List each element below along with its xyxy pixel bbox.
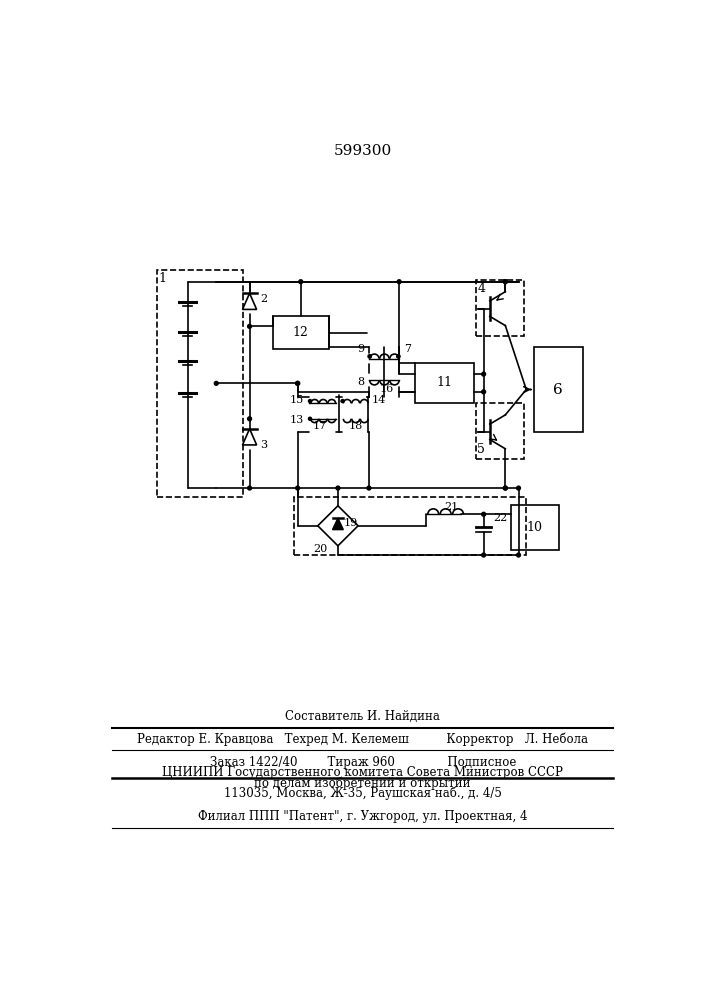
Circle shape [247,324,252,328]
Text: 5: 5 [477,443,485,456]
Circle shape [308,400,312,403]
Text: 16: 16 [380,384,394,394]
Bar [534,347,583,432]
Bar [416,363,474,403]
Text: 1: 1 [158,272,166,285]
Circle shape [214,381,218,385]
Circle shape [481,372,486,376]
Text: 599300: 599300 [334,144,392,158]
Circle shape [308,417,312,420]
Bar [293,497,526,555]
Circle shape [397,280,401,284]
Text: Филиал ППП "Патент", г. Ужгород, ул. Проектная, 4: Филиал ППП "Патент", г. Ужгород, ул. Про… [198,810,527,823]
Text: 13: 13 [290,415,304,425]
Circle shape [367,486,371,490]
Circle shape [368,355,371,358]
Text: 15: 15 [290,395,304,405]
Text: 3: 3 [260,440,267,450]
Circle shape [296,486,300,490]
Text: 17: 17 [312,421,327,431]
Circle shape [503,280,507,284]
Text: 2: 2 [260,294,267,304]
Circle shape [341,400,344,403]
Bar [476,280,524,336]
Circle shape [517,553,520,557]
Bar [156,270,243,497]
Text: 22: 22 [493,513,507,523]
Circle shape [296,381,300,385]
Polygon shape [332,518,344,530]
Bar [510,505,559,550]
Circle shape [481,512,486,516]
Text: Заказ 1422/40        Тираж 960              Подписное: Заказ 1422/40 Тираж 960 Подписное [209,756,516,769]
Text: 18: 18 [349,421,363,431]
Text: 12: 12 [293,326,309,339]
Text: 6: 6 [553,382,563,396]
Circle shape [247,417,252,421]
Circle shape [481,390,486,394]
Circle shape [503,486,507,490]
Bar [273,316,329,349]
Circle shape [397,355,400,358]
Text: Редактор Е. Кравцова   Техред М. Келемеш          Корректор   Л. Небола: Редактор Е. Кравцова Техред М. Келемеш К… [137,732,588,746]
Text: 21: 21 [444,502,458,512]
Bar [476,403,524,459]
Text: 14: 14 [371,395,385,405]
Circle shape [503,486,507,490]
Text: 9: 9 [357,344,364,354]
Circle shape [517,486,520,490]
Circle shape [503,280,507,284]
Text: 19: 19 [344,518,358,528]
Circle shape [299,280,303,284]
Text: Составитель И. Найдина: Составитель И. Найдина [286,710,440,723]
Text: ЦНИИПИ Государственного комитета Совета Министров СССР: ЦНИИПИ Государственного комитета Совета … [163,766,563,779]
Circle shape [296,381,300,385]
Circle shape [481,553,486,557]
Text: 4: 4 [477,282,486,295]
Text: 113035, Москва, Ж-35, Раушская наб., д. 4/5: 113035, Москва, Ж-35, Раушская наб., д. … [224,787,502,800]
Text: 8: 8 [357,377,364,387]
Text: 11: 11 [437,376,453,389]
Text: по делам изобретений и открытий: по делам изобретений и открытий [255,776,471,790]
Text: 20: 20 [313,544,327,554]
Text: 10: 10 [527,521,543,534]
Circle shape [336,486,340,490]
Text: 7: 7 [404,344,411,354]
Circle shape [247,486,252,490]
